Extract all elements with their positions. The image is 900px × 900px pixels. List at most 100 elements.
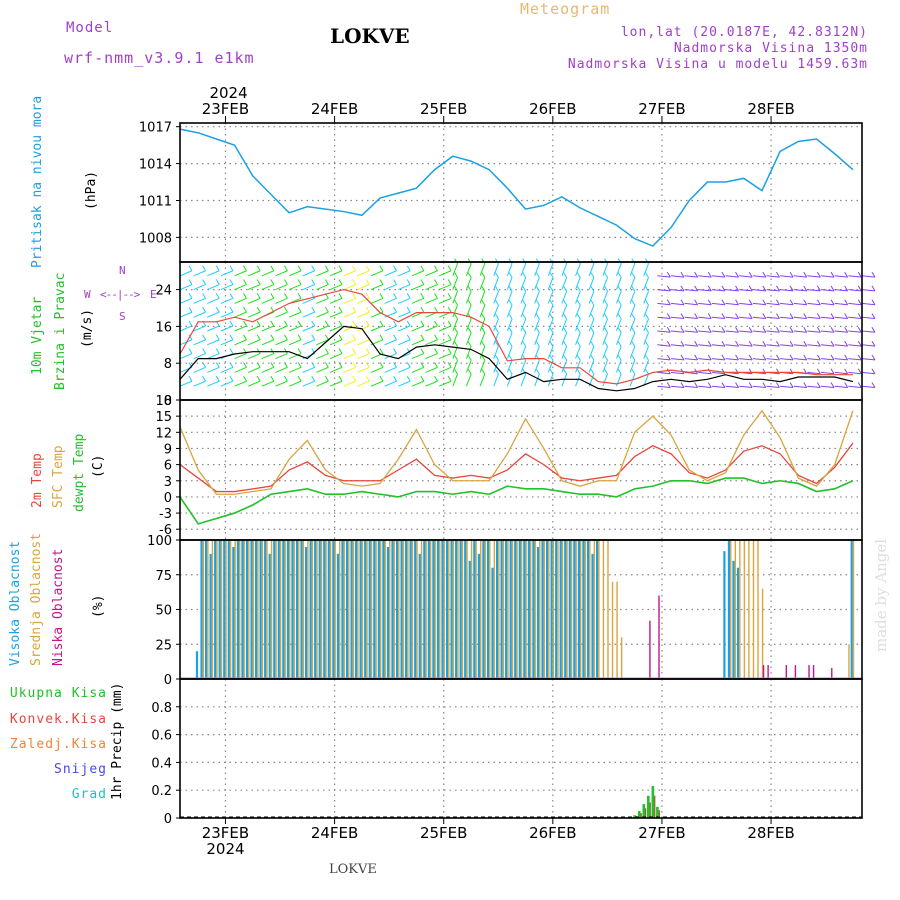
wind-barb bbox=[711, 275, 725, 278]
wind-barb-flag bbox=[379, 375, 384, 382]
wind-barb bbox=[807, 316, 821, 319]
wind-barb-flag bbox=[721, 285, 726, 292]
wind-barb-flag bbox=[188, 306, 193, 313]
wind-barb-flag bbox=[857, 285, 862, 292]
wind-barb bbox=[725, 289, 739, 292]
wind-barb bbox=[411, 325, 425, 332]
wind-barb-flag bbox=[844, 354, 849, 361]
wind-barb bbox=[520, 373, 527, 387]
wind-barb-flag bbox=[707, 313, 712, 319]
temperature-series-0 bbox=[179, 442, 854, 493]
wind-barb-flag bbox=[352, 375, 357, 382]
wind-barb-flag bbox=[202, 362, 207, 368]
wind-barb bbox=[807, 358, 821, 361]
wind-barb bbox=[861, 371, 875, 375]
wind-barb-flag bbox=[694, 299, 699, 305]
wind-barb-flag bbox=[789, 299, 794, 305]
wind-barb-flag bbox=[420, 320, 425, 327]
wind-barb-flag bbox=[365, 306, 370, 313]
wind-barb bbox=[739, 302, 753, 306]
wind-barb bbox=[193, 353, 206, 360]
wind-barb bbox=[248, 380, 261, 387]
wind-barb bbox=[438, 339, 452, 346]
wind-barb-flag bbox=[535, 368, 540, 375]
wind-barb bbox=[602, 277, 609, 290]
wind-barb-flag bbox=[816, 368, 821, 374]
wind-barb bbox=[316, 325, 329, 332]
wind-barb-flag bbox=[297, 293, 302, 299]
wind-barb-flag bbox=[454, 368, 458, 375]
wind-barb-flag bbox=[495, 355, 499, 361]
wind-barb bbox=[493, 304, 499, 318]
wind-barb bbox=[629, 346, 636, 359]
model-label: Model bbox=[66, 20, 114, 36]
wind-barb bbox=[711, 316, 725, 319]
wind-barb bbox=[316, 284, 329, 291]
wind-barb bbox=[179, 297, 193, 304]
wind-barb-flag bbox=[270, 375, 275, 382]
wind-barb-flag bbox=[721, 271, 726, 278]
day-label-top: 25FEB bbox=[420, 100, 467, 118]
wind-barb-flag bbox=[284, 265, 288, 271]
wind-barb bbox=[207, 353, 220, 360]
day-label-top: 27FEB bbox=[638, 100, 685, 118]
wind-barb-flag bbox=[215, 265, 220, 271]
wind-barb bbox=[452, 263, 458, 276]
ytick-label-temperature: 3 bbox=[164, 475, 172, 490]
wind-barb bbox=[780, 316, 794, 319]
wind-barb-flag bbox=[324, 375, 329, 382]
wind-barb-flag bbox=[324, 320, 329, 327]
wind-barb bbox=[793, 358, 807, 361]
ytick-label-pressure: 1011 bbox=[139, 194, 172, 209]
wind-barb-flag bbox=[229, 293, 234, 299]
wind-barb-flag bbox=[604, 299, 608, 306]
wind-barb bbox=[643, 332, 649, 345]
wind-barb-flag bbox=[434, 362, 438, 368]
wind-barb bbox=[220, 297, 234, 304]
wind-barb bbox=[425, 284, 438, 291]
wind-barb bbox=[834, 344, 848, 347]
wind-barb bbox=[725, 385, 739, 388]
wind-barb bbox=[698, 330, 712, 333]
wind-barb bbox=[848, 330, 862, 333]
wind-barb-flag bbox=[522, 286, 527, 292]
wind-barb bbox=[343, 284, 356, 291]
wind-barb-flag bbox=[844, 382, 849, 388]
wind-barb bbox=[438, 270, 452, 277]
wind-barb-flag bbox=[365, 320, 370, 327]
wind-barb bbox=[452, 360, 458, 373]
wind-barb bbox=[275, 270, 288, 277]
day-label-bottom: 28FEB bbox=[747, 824, 794, 842]
wind-barb bbox=[752, 385, 766, 388]
wind-barb bbox=[793, 344, 807, 347]
wind-barb bbox=[398, 297, 411, 304]
wind-barb-flag bbox=[311, 320, 316, 327]
wind-barb bbox=[657, 330, 671, 333]
wind-barb-flag bbox=[721, 327, 726, 333]
wind-barb-flag bbox=[379, 348, 384, 354]
wind-barb bbox=[793, 385, 807, 388]
wind-barb bbox=[752, 316, 766, 319]
wind-barb bbox=[316, 311, 329, 318]
wind-barb bbox=[821, 344, 835, 347]
wind-barb-flag bbox=[735, 285, 739, 292]
wind-barb-flag bbox=[576, 258, 581, 264]
wind-barb-flag bbox=[590, 313, 595, 320]
wind-barb-flag bbox=[748, 340, 753, 347]
wind-barb-flag bbox=[721, 382, 726, 388]
wind-barb-flag bbox=[256, 293, 261, 299]
wind-barb bbox=[425, 353, 438, 360]
wind-barb bbox=[329, 311, 343, 318]
wind-barb-flag bbox=[495, 272, 499, 278]
wind-barb bbox=[725, 358, 739, 361]
wind-barb-flag bbox=[694, 382, 699, 388]
wind-barb-flag bbox=[762, 354, 767, 361]
wind-barb-flag bbox=[311, 334, 316, 340]
wind-barb-flag bbox=[270, 320, 275, 327]
wind-barb bbox=[302, 366, 315, 373]
wind-barb-flag bbox=[434, 279, 438, 285]
wind-barb-flag bbox=[563, 299, 568, 306]
wind-barb-flag bbox=[549, 327, 554, 333]
wind-barb-flag bbox=[816, 327, 821, 333]
wind-barb-flag bbox=[604, 327, 608, 333]
